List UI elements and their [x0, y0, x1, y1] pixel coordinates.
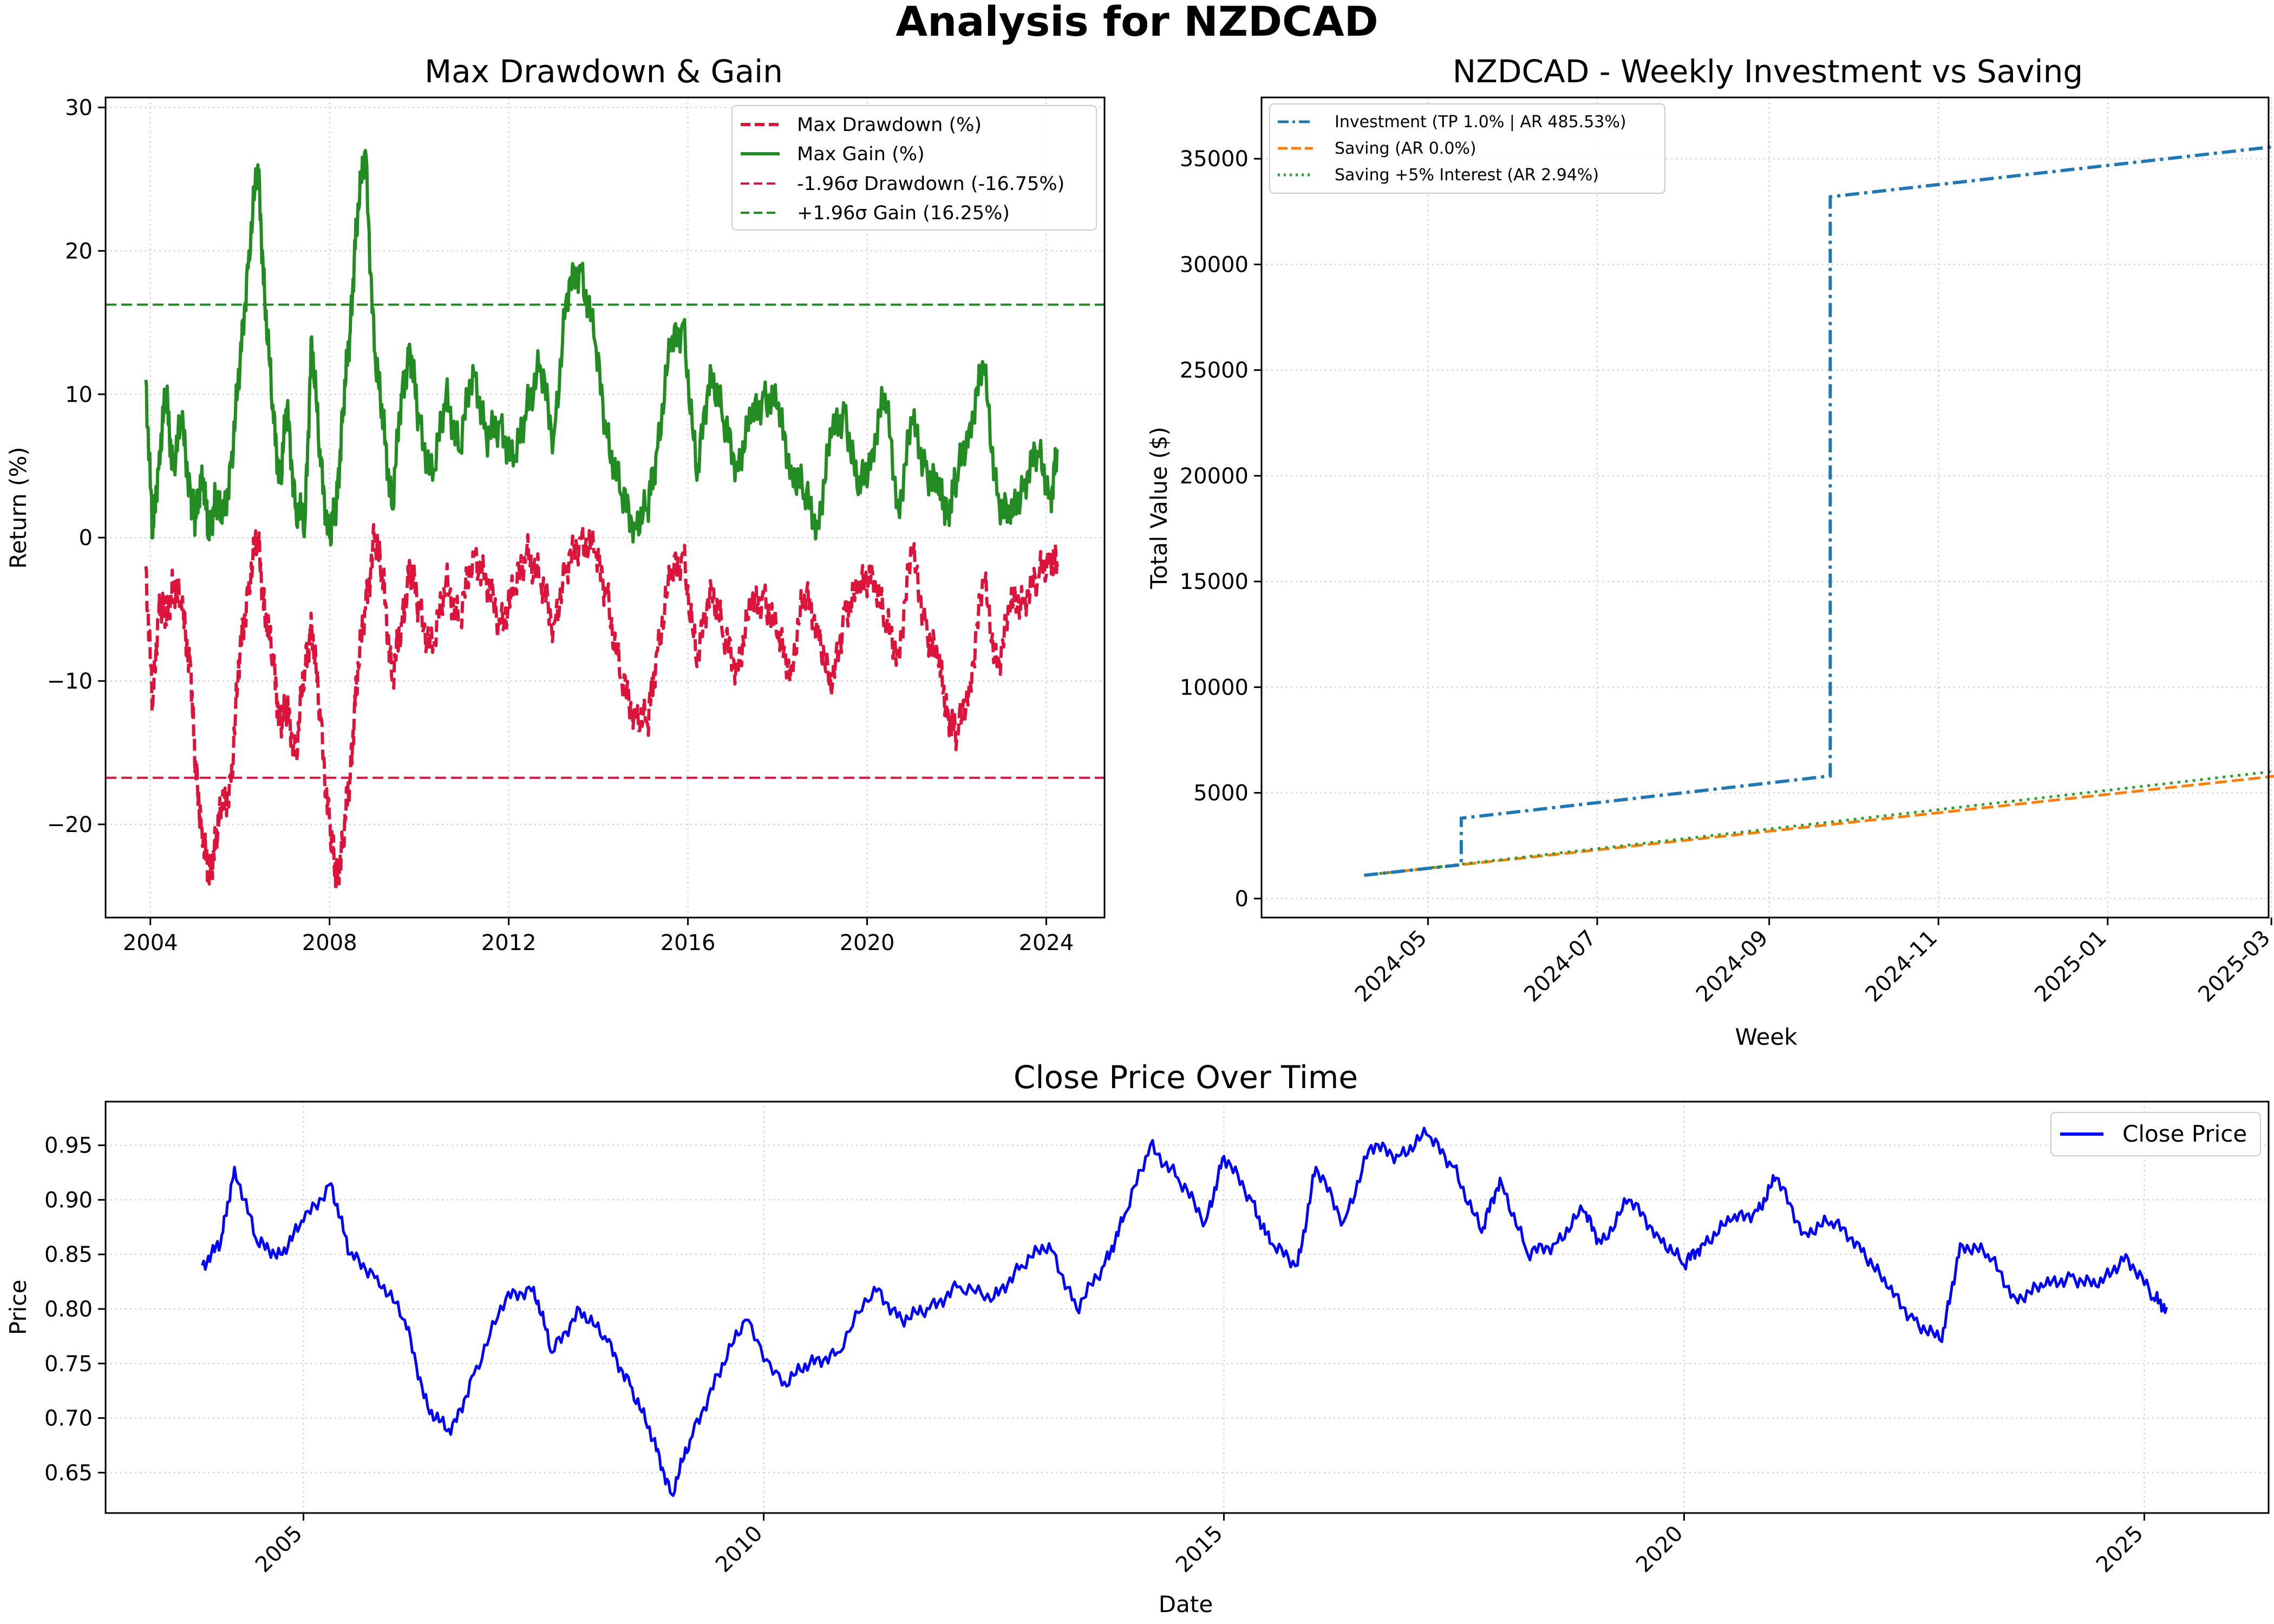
investment-chart-grid [1262, 97, 2272, 918]
drawdown-y-tick-label: 0 [79, 526, 93, 551]
drawdown-y-tick-label: 20 [65, 239, 93, 264]
drawdown-chart-title: Max Drawdown & Gain [424, 53, 783, 90]
investment-y-tick-label: 10000 [1180, 675, 1249, 700]
legend-max-gain-label: Max Gain (%) [797, 143, 925, 165]
close-price-y-tick-label: 0.65 [44, 1461, 93, 1485]
investment-y-tick-label: 25000 [1180, 358, 1249, 383]
close-price-y-ticks: 0.65 0.70 0.75 0.80 0.85 0.90 0.95 [44, 1134, 106, 1485]
close-price-y-axis-label: Price [5, 1280, 31, 1335]
investment-chart-title: NZDCAD - Weekly Investment vs Saving [1453, 53, 2083, 90]
drawdown-y-axis-label: Return (%) [5, 447, 31, 568]
max-gain-line [144, 149, 1059, 547]
close-price-chart-frame [104, 1101, 2270, 1514]
saving-line [1364, 775, 2274, 877]
investment-y-axis-label: Total Value ($) [1146, 427, 1172, 590]
drawdown-x-ticks: 2004 2008 2012 2016 2020 2024 [123, 918, 1074, 955]
drawdown-x-tick-label: 2020 [840, 931, 895, 955]
close-price-legend-box [2050, 1112, 2261, 1156]
drawdown-x-tick-label: 2008 [302, 931, 357, 955]
investment-y-tick-label: 35000 [1180, 147, 1249, 172]
investment-y-tick-label: 5000 [1193, 781, 1249, 806]
close-price-chart-grid [106, 1102, 2269, 1513]
close-price-y-tick-label: 0.80 [44, 1297, 93, 1322]
investment-y-tick-label: 30000 [1180, 252, 1249, 277]
investment-legend-box [1269, 103, 1665, 194]
investment-y-tick-label: 20000 [1180, 464, 1249, 489]
investment-chart-frame [1260, 96, 2270, 919]
close-price-line [201, 1127, 2168, 1497]
drawdown-y-tick-label: 10 [65, 382, 93, 407]
figure-suptitle: Analysis for NZDCAD [896, 0, 1378, 45]
close-price-y-tick-label: 0.85 [44, 1242, 93, 1267]
legend-max-drawdown-label: Max Drawdown (%) [797, 114, 982, 136]
close-price-legend: Close Price [2050, 1112, 2261, 1156]
max-drawdown-line [144, 523, 1060, 892]
drawdown-y-tick-label: −20 [47, 813, 93, 837]
drawdown-chart: Max Drawdown & Gain 2004 2008 2012 2016 2020… [5, 53, 1106, 955]
close-price-y-tick-label: 0.75 [44, 1352, 93, 1377]
close-price-x-axis-label: Date [1159, 1591, 1213, 1618]
legend-saving-interest-label: Saving +5% Interest (AR 2.94%) [1335, 166, 1599, 185]
drawdown-legend-box [731, 105, 1097, 231]
drawdown-y-ticks: −20 −10 0 10 20 30 [47, 96, 106, 837]
investment-y-ticks: 0 5000 10000 15000 20000 25000 30000 35000 [1180, 147, 1262, 912]
legend-gain-threshold-label: +1.96σ Gain (16.25%) [797, 202, 1010, 224]
drawdown-y-tick-label: −10 [47, 669, 93, 694]
legend-saving-label: Saving (AR 0.0%) [1335, 139, 1476, 158]
legend-investment-label: Investment (TP 1.0% | AR 485.53%) [1335, 113, 1626, 132]
drawdown-x-tick-label: 2024 [1019, 931, 1074, 955]
investment-line [1364, 145, 2274, 877]
drawdown-x-tick-label: 2012 [481, 931, 537, 955]
close-price-y-tick-label: 0.95 [44, 1134, 93, 1158]
drawdown-legend: Max Drawdown (%) Max Gain (%) -1.96σ Dra… [731, 105, 1097, 231]
drawdown-x-tick-label: 2004 [123, 931, 178, 955]
close-price-chart-title: Close Price Over Time [1014, 1059, 1358, 1096]
investment-x-axis-label: Week [1735, 1024, 1798, 1050]
investment-legend: Investment (TP 1.0% | AR 485.53%) Saving… [1269, 103, 1665, 194]
close-price-y-tick-label: 0.90 [44, 1188, 93, 1213]
close-price-y-tick-label: 0.70 [44, 1406, 93, 1431]
legend-drawdown-threshold-label: -1.96σ Drawdown (-16.75%) [797, 173, 1064, 195]
legend-close-price-label: Close Price [2122, 1121, 2247, 1147]
drawdown-y-tick-label: 30 [65, 96, 93, 121]
drawdown-x-tick-label: 2016 [661, 931, 716, 955]
investment-y-tick-label: 0 [1235, 887, 1249, 912]
investment-y-tick-label: 15000 [1180, 569, 1249, 594]
drawdown-chart-frame [104, 96, 1106, 919]
